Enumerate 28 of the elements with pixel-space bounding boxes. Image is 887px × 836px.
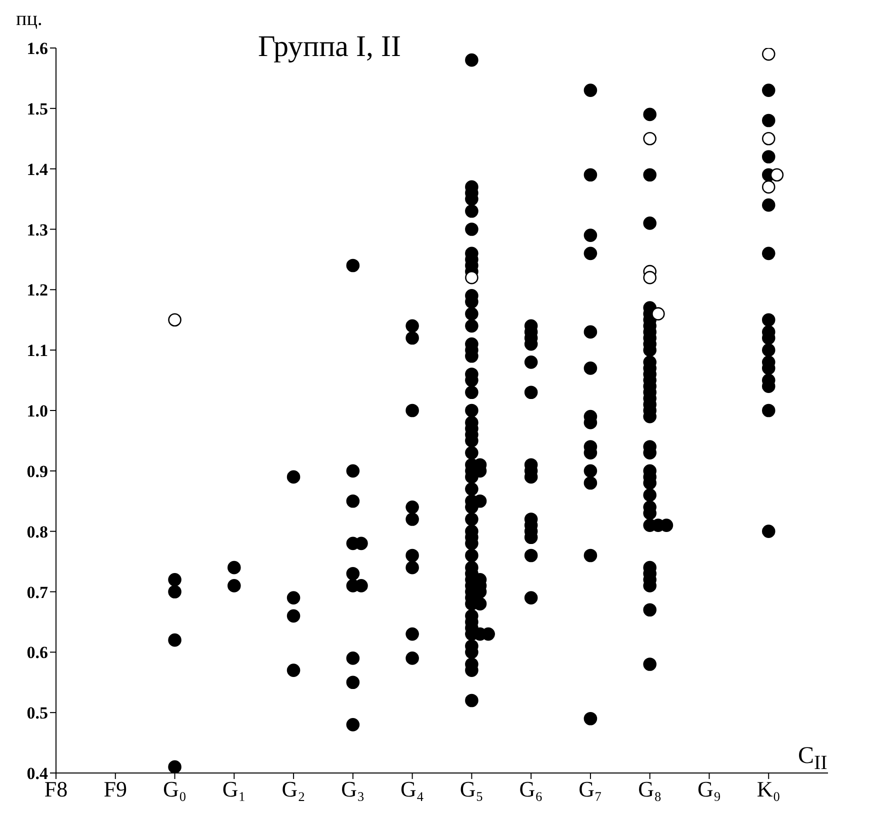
x-tick-label: G₉ xyxy=(697,776,722,802)
x-tick-label: G₆ xyxy=(519,776,543,802)
y-tick-label: 0.6 xyxy=(26,643,48,662)
y-tick-label: 0.5 xyxy=(26,704,48,723)
x-tick-label: G₃ xyxy=(341,776,365,802)
y-tick-label: 0.7 xyxy=(26,582,48,602)
y-tick-label: 1.5 xyxy=(26,99,48,118)
x-tick-label: G₇ xyxy=(578,776,602,802)
x-tick-label: K₀ xyxy=(756,776,780,802)
x-tick-label: G₄ xyxy=(400,776,424,802)
x-tick-label: G₅ xyxy=(460,776,484,802)
y-tick-label: 1.3 xyxy=(26,220,48,240)
x-tick-label: G₈ xyxy=(638,776,662,802)
y-tick-label: 0.4 xyxy=(26,764,48,784)
x-tick-label: G₁ xyxy=(222,776,246,802)
y-axis-title: пц. xyxy=(16,8,42,31)
chart-title: Группа I, II xyxy=(258,30,401,64)
y-tick-label: 1.6 xyxy=(26,39,48,58)
x-tick-label: F9 xyxy=(104,776,128,802)
x-tick-label: G₂ xyxy=(282,776,306,802)
y-tick-label: 0.8 xyxy=(26,522,48,542)
x-tick-label: G₀ xyxy=(162,776,187,802)
y-tick-label: 1.1 xyxy=(26,341,48,360)
x-axis-title: C$_{II}$ xyxy=(798,743,828,775)
y-tick-label: 1.2 xyxy=(26,280,48,300)
y-tick-label: 1.0 xyxy=(26,402,48,421)
y-tick-label: 1.4 xyxy=(26,160,48,179)
y-tick-label: 0.9 xyxy=(26,462,48,481)
